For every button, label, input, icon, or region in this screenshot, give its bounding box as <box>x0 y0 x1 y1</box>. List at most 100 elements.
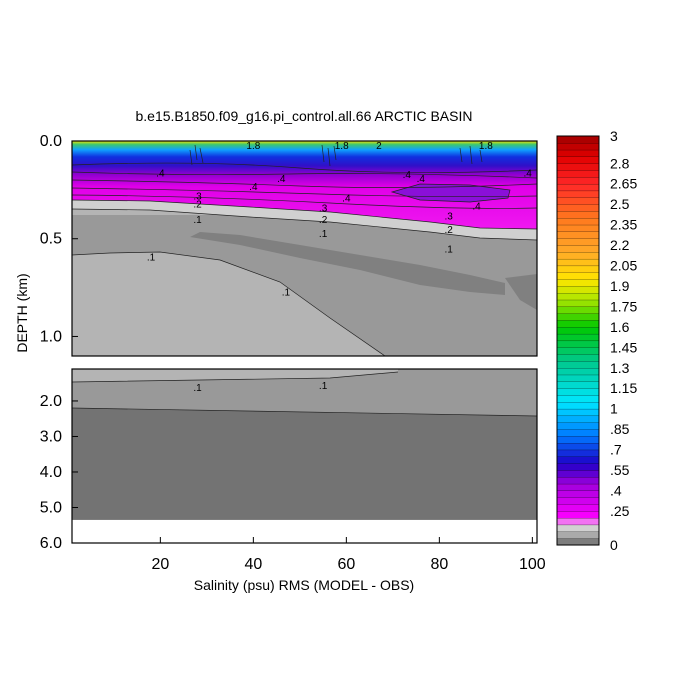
contour-label: 1.8 <box>335 141 349 152</box>
colorbar-swatch <box>556 415 600 423</box>
colorbar-swatch <box>556 265 600 273</box>
colorbar-label: 1 <box>610 401 618 417</box>
colorbar-label: 2.5 <box>610 196 630 212</box>
colorbar-swatch <box>556 183 600 192</box>
y-axis-label: DEPTH (km) <box>14 273 30 352</box>
colorbar-swatch <box>556 401 600 410</box>
colorbar-frame <box>556 135 600 546</box>
contour-label: .1 <box>193 215 202 226</box>
chart-title: b.e15.B1850.f09_g16.pi_control.all.66 AR… <box>136 108 473 124</box>
colorbar-swatch <box>556 285 600 294</box>
colorbar-swatch <box>556 156 600 164</box>
colorbar-label: 2.05 <box>610 258 637 274</box>
contour-label: .3 <box>319 203 328 214</box>
contour-label: 1.8 <box>479 141 493 152</box>
contour-label: .2 <box>444 225 453 236</box>
contour-label: .4 <box>417 174 426 185</box>
region-right-dark-wedge <box>505 274 537 310</box>
colorbar-swatch <box>556 354 600 362</box>
colorbar-swatch <box>556 313 600 321</box>
colorbar-swatch <box>556 374 600 382</box>
contour-label: 1.8 <box>246 141 260 152</box>
contour-label: .2 <box>319 215 328 226</box>
colorbar-label: 1.45 <box>610 339 637 355</box>
colorbar-label: .4 <box>610 482 622 498</box>
colorbar-label: 2.35 <box>610 217 637 233</box>
colorbar-swatch <box>556 531 600 539</box>
colorbar-swatch <box>556 394 600 403</box>
y-tick-label: 3.0 <box>40 428 62 445</box>
colorbar-label: 1.15 <box>610 380 637 396</box>
colorbar-swatch <box>556 244 600 253</box>
colorbar-label: 1.9 <box>610 278 630 294</box>
colorbar-label: 2.8 <box>610 155 630 171</box>
contour-label: 2 <box>376 141 382 152</box>
colorbar-swatch <box>556 306 600 314</box>
colorbar-label: 3 <box>610 128 618 144</box>
y-tick-label: 4.0 <box>40 464 62 481</box>
region-mid-gray-wedge <box>190 232 505 295</box>
colorbar-swatch <box>556 510 600 519</box>
colorbar-label: .7 <box>610 442 622 458</box>
colorbar-swatch <box>556 483 600 491</box>
contour-label: .1 <box>147 252 156 263</box>
colorbar-swatch <box>556 231 600 239</box>
colorbar-swatch <box>556 299 600 307</box>
region-lower-medium <box>72 369 537 416</box>
colorbar-swatch <box>556 456 600 464</box>
colorbar: 3 2.8 2.65 2.5 2.35 2.2 2.05 1.9 1.75 1.6 1.45 1.3 1… <box>556 128 637 553</box>
colorbar-swatch <box>556 538 600 546</box>
colorbar-swatch <box>556 367 600 376</box>
colorbar-swatch <box>556 381 600 389</box>
colorbar-swatch <box>556 238 600 246</box>
upper-panel-frame <box>71 140 538 357</box>
colorbar-swatch <box>556 490 600 498</box>
contour-label: .1 <box>282 288 291 299</box>
colorbar-swatch <box>556 319 600 328</box>
lower-panel-frame <box>71 368 538 544</box>
colorbar-swatch <box>556 210 600 219</box>
colorbar-swatch <box>556 142 600 151</box>
colorbar-swatch <box>556 272 600 280</box>
colorbar-swatch <box>556 149 600 157</box>
colorbar-swatch <box>556 224 600 232</box>
x-tick-label: 80 <box>430 556 448 573</box>
colorbar-swatch <box>556 251 600 260</box>
colorbar-label: 0 <box>610 537 618 553</box>
colorbar-swatch <box>556 388 600 396</box>
region-lower-dark <box>72 408 537 543</box>
x-tick-label: 40 <box>244 556 262 573</box>
contour-lines <box>72 144 537 356</box>
colorbar-swatch <box>556 135 600 144</box>
colorbar-swatch <box>556 292 600 301</box>
colorbar-swatch <box>556 428 600 437</box>
colorbar-swatch <box>556 176 600 185</box>
colorbar-swatch <box>556 503 600 512</box>
contour-labels: 1.8 1.8 2 1.8.4.4.4.4.4.4.4.4.3.2.1.3.2.1.3… <box>147 141 532 394</box>
y-tick-label: 6.0 <box>40 535 62 552</box>
colorbar-label: .85 <box>610 421 630 437</box>
colorbar-swatch <box>556 524 600 532</box>
colorbar-swatch <box>556 347 600 355</box>
upper-panel <box>71 140 538 357</box>
colorbar-label: 2.2 <box>610 237 630 253</box>
x-tick-label: 100 <box>519 556 546 573</box>
colorbar-label: .55 <box>610 462 630 478</box>
x-axis-ticks: 20 40 60 80 100 <box>151 537 546 573</box>
contour-label: .4 <box>249 182 258 193</box>
colorbar-swatch <box>556 197 600 205</box>
region-purple-patch <box>392 184 510 202</box>
lower-contour-lines <box>72 371 537 417</box>
colorbar-swatch <box>556 517 600 526</box>
colorbar-swatch <box>556 279 600 287</box>
colorbar-swatch <box>556 360 600 369</box>
x-tick-label: 60 <box>337 556 355 573</box>
colorbar-label: .25 <box>610 503 630 519</box>
y-tick-label: 0.0 <box>40 133 62 150</box>
contour-label: .1 <box>444 245 453 256</box>
contour-label: .4 <box>342 194 351 205</box>
y-tick-label: 5.0 <box>40 499 62 516</box>
region-medium-gray <box>72 215 537 356</box>
contour-label: .1 <box>319 229 328 240</box>
